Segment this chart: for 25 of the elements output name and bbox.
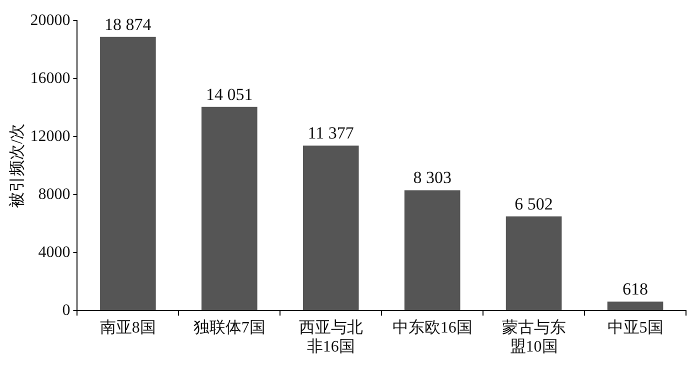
y-tick-label: 16000 xyxy=(30,70,70,87)
y-tick-label: 4000 xyxy=(38,244,70,261)
y-axis-title: 被引频次/次 xyxy=(8,123,26,208)
y-tick-label: 12000 xyxy=(30,128,70,145)
x-tick-label: 南亚8国 xyxy=(100,318,156,336)
data-label: 18 874 xyxy=(104,14,152,34)
x-tick-label: 西亚与北非16国 xyxy=(298,318,363,356)
bar xyxy=(201,106,258,310)
bar xyxy=(607,302,664,310)
data-label: 618 xyxy=(622,280,648,299)
y-tick-label: 0 xyxy=(62,302,70,319)
data-label: 6 502 xyxy=(514,194,553,214)
bar xyxy=(302,146,359,310)
y-tick-label: 8000 xyxy=(38,186,70,203)
x-tick-label: 中东欧16国 xyxy=(392,318,472,336)
data-label: 14 051 xyxy=(206,84,253,104)
bar xyxy=(100,36,156,310)
bar xyxy=(404,190,460,310)
data-label: 8 303 xyxy=(413,168,452,188)
x-tick-label: 独联体7国 xyxy=(193,318,266,336)
y-tick-label: 20000 xyxy=(30,12,70,29)
bar xyxy=(506,216,562,310)
x-tick-label: 中亚5国 xyxy=(607,318,664,336)
data-label: 11 377 xyxy=(308,124,354,143)
x-tick-label: 蒙古与东盟10国 xyxy=(502,318,566,356)
